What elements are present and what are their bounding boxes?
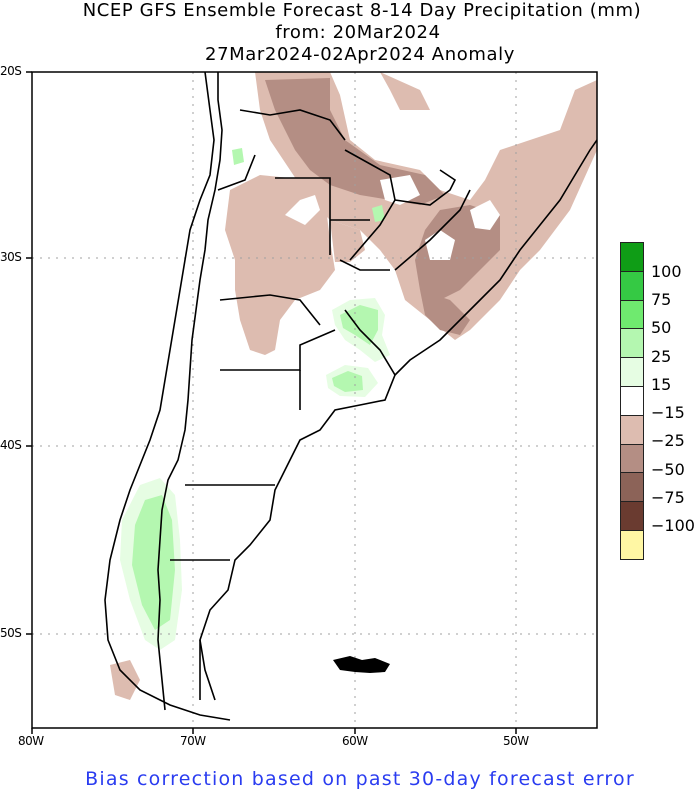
legend-swatch-neg15-neg25 — [620, 415, 644, 445]
legend-swatch-15-25 — [620, 358, 644, 387]
lat-label-20s: 20S — [0, 64, 22, 78]
coastlines-borders — [104, 72, 597, 721]
lon-label-80w: 80W — [18, 734, 44, 748]
legend-label-100: 100 — [651, 262, 682, 281]
chart-period: 27Mar2024-02Apr2024 Anomaly — [205, 44, 515, 65]
legend-label-neg25: −25 — [651, 431, 685, 450]
legend-swatch-neg75-neg100 — [620, 502, 644, 531]
tick-marks — [26, 71, 517, 734]
legend-label-15: 15 — [651, 375, 672, 394]
legend-label-50: 50 — [651, 318, 672, 337]
chart-init-date: from: 20Mar2024 — [275, 22, 441, 43]
legend-swatch-75-100 — [620, 271, 644, 301]
bias-correction-note: Bias correction based on past 30-day for… — [85, 768, 635, 790]
chart-title: NCEP GFS Ensemble Forecast 8-14 Day Prec… — [82, 0, 642, 21]
legend-label-neg15: −15 — [651, 403, 685, 422]
plot-frame — [31, 71, 598, 729]
lat-label-40s: 40S — [0, 438, 22, 452]
legend-swatch-gt100 — [620, 242, 644, 272]
legend-label-neg50: −50 — [651, 460, 685, 479]
legend-swatch-neutral — [620, 386, 644, 416]
falkland-islands — [333, 656, 390, 673]
legend-label-neg100: −100 — [651, 516, 695, 535]
lon-label-50w: 50W — [503, 734, 529, 748]
lat-label-30s: 30S — [0, 250, 22, 264]
legend-label-75: 75 — [651, 290, 672, 309]
legend-swatch-50-75 — [620, 300, 644, 330]
anomaly-shading — [110, 72, 597, 700]
legend-swatch-lt-neg100 — [620, 530, 644, 560]
lat-label-50s: 50S — [0, 626, 22, 640]
lon-label-70w: 70W — [180, 734, 206, 748]
gridlines — [32, 72, 597, 728]
colorbar-legend — [620, 242, 644, 560]
legend-label-25: 25 — [651, 347, 672, 366]
lon-label-60w: 60W — [342, 734, 368, 748]
legend-swatch-neg25-neg50 — [620, 444, 644, 474]
legend-swatch-neg50-neg75 — [620, 473, 644, 503]
legend-label-neg75: −75 — [651, 488, 685, 507]
legend-swatch-25-50 — [620, 329, 644, 359]
